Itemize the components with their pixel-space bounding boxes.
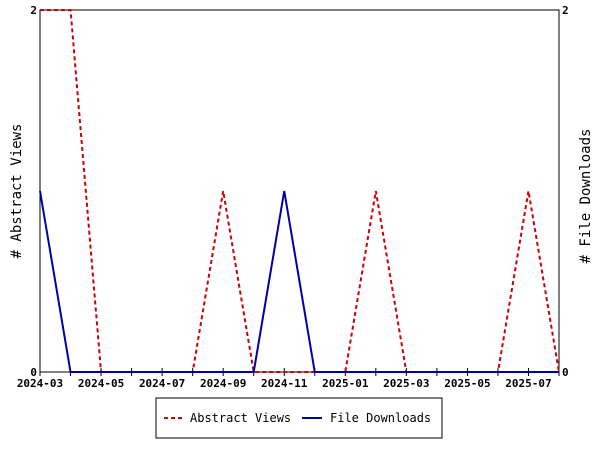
legend-label-abstract-views: Abstract Views bbox=[190, 411, 291, 425]
x-tick-label: 2024-03 bbox=[17, 377, 63, 390]
y-left-tick-label: 2 bbox=[30, 4, 37, 17]
x-tick-label: 2024-05 bbox=[78, 377, 124, 390]
legend-label-file-downloads: File Downloads bbox=[330, 411, 431, 425]
y-right-tick-label: 0 bbox=[562, 366, 569, 379]
y-axis-left-title: # Abstract Views bbox=[9, 124, 25, 259]
x-tick-label: 2025-05 bbox=[444, 377, 490, 390]
legend: Abstract Views File Downloads bbox=[155, 397, 443, 439]
y-right-tick-label: 2 bbox=[562, 4, 569, 17]
x-tick-label: 2024-09 bbox=[200, 377, 246, 390]
series-line-file-downloads bbox=[39, 190, 559, 373]
y-axis-right-title: # File Downloads bbox=[578, 129, 594, 264]
x-tick-label: 2025-07 bbox=[505, 377, 551, 390]
x-tick-label: 2024-11 bbox=[261, 377, 308, 390]
legend-box bbox=[155, 397, 443, 439]
plot-area bbox=[39, 9, 560, 373]
series-line-abstract-views bbox=[40, 9, 560, 373]
x-tick-label: 2025-01 bbox=[322, 377, 369, 390]
x-tick-label: 2025-03 bbox=[383, 377, 429, 390]
x-tick-label: 2024-07 bbox=[139, 377, 185, 390]
y-left-tick-label: 0 bbox=[30, 366, 37, 379]
x-axis-ticks: 2024-03 2024-05 2024-07 2024-09 2024-11 2025-… bbox=[17, 368, 560, 390]
series-layer bbox=[39, 9, 560, 373]
